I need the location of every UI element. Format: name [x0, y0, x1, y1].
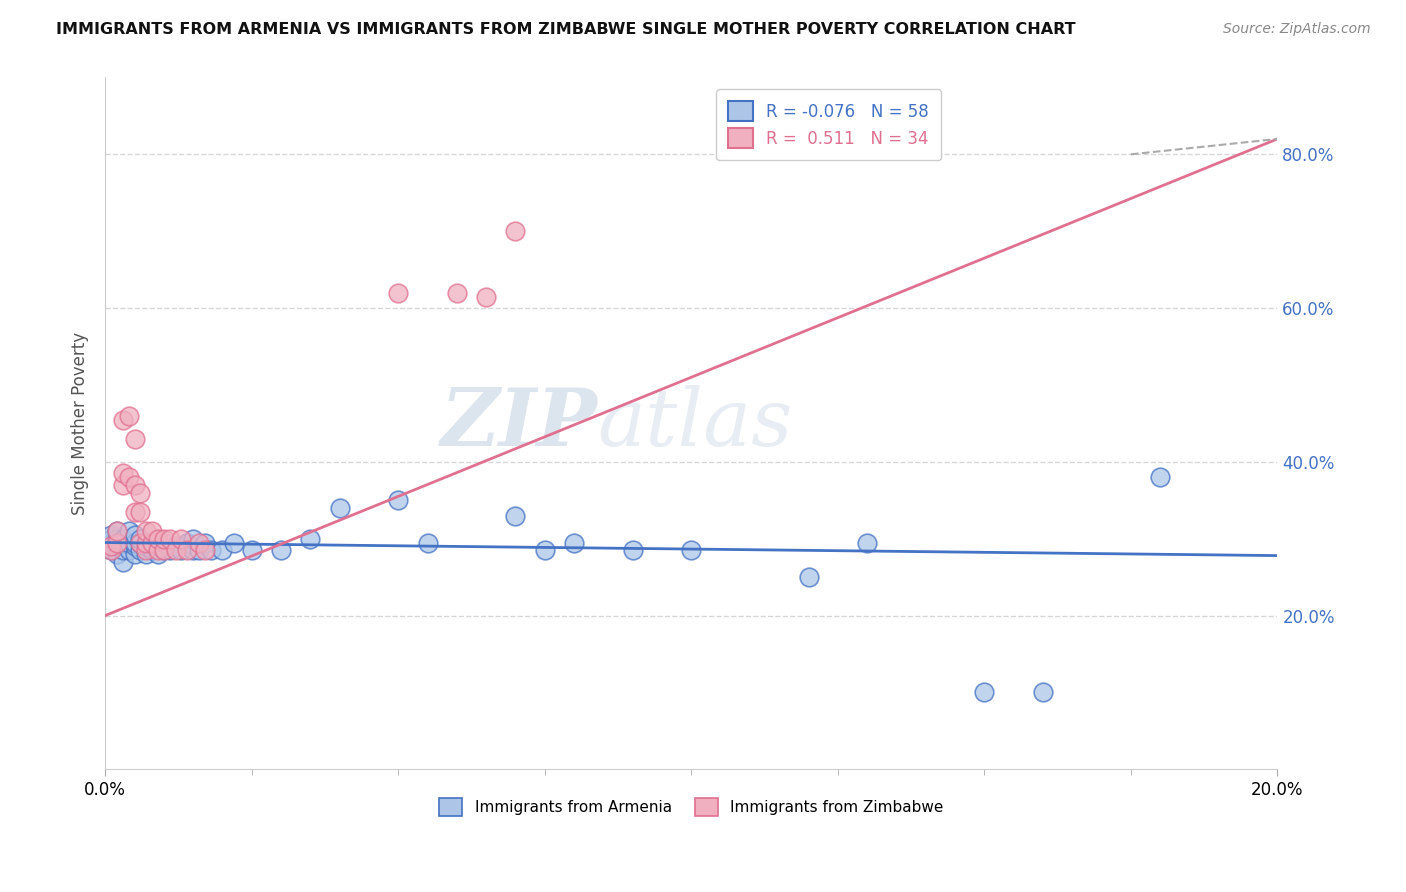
Point	[621, 543, 644, 558]
Point	[188, 535, 211, 549]
Point	[176, 535, 198, 549]
Point	[129, 532, 152, 546]
Point	[105, 547, 128, 561]
Point	[100, 532, 122, 546]
Point	[129, 535, 152, 549]
Point	[105, 532, 128, 546]
Point	[141, 535, 163, 549]
Point	[146, 532, 169, 546]
Point	[124, 528, 146, 542]
Point	[170, 532, 193, 546]
Point	[973, 685, 995, 699]
Point	[124, 432, 146, 446]
Text: IMMIGRANTS FROM ARMENIA VS IMMIGRANTS FROM ZIMBABWE SINGLE MOTHER POVERTY CORREL: IMMIGRANTS FROM ARMENIA VS IMMIGRANTS FR…	[56, 22, 1076, 37]
Point	[1032, 685, 1054, 699]
Point	[562, 535, 585, 549]
Text: ZIP: ZIP	[440, 384, 598, 462]
Point	[135, 524, 157, 538]
Point	[124, 478, 146, 492]
Point	[111, 543, 134, 558]
Point	[105, 540, 128, 554]
Point	[100, 543, 122, 558]
Point	[105, 524, 128, 538]
Point	[475, 289, 498, 303]
Point	[105, 535, 128, 549]
Point	[856, 535, 879, 549]
Point	[194, 543, 217, 558]
Point	[118, 409, 141, 423]
Point	[1149, 470, 1171, 484]
Point	[100, 528, 122, 542]
Point	[141, 524, 163, 538]
Point	[111, 467, 134, 481]
Point	[105, 535, 128, 549]
Point	[387, 285, 409, 300]
Point	[681, 543, 703, 558]
Point	[124, 547, 146, 561]
Point	[100, 543, 122, 558]
Point	[118, 543, 141, 558]
Point	[111, 412, 134, 426]
Point	[100, 535, 122, 549]
Point	[533, 543, 555, 558]
Text: atlas: atlas	[598, 384, 793, 462]
Point	[153, 543, 176, 558]
Point	[146, 547, 169, 561]
Point	[505, 508, 527, 523]
Point	[416, 535, 439, 549]
Point	[159, 532, 181, 546]
Point	[387, 493, 409, 508]
Point	[124, 540, 146, 554]
Point	[505, 224, 527, 238]
Point	[159, 543, 181, 558]
Point	[111, 535, 134, 549]
Point	[118, 470, 141, 484]
Point	[118, 535, 141, 549]
Point	[329, 500, 352, 515]
Point	[129, 543, 152, 558]
Point	[135, 543, 157, 558]
Point	[124, 535, 146, 549]
Point	[135, 535, 157, 549]
Point	[135, 540, 157, 554]
Point	[153, 532, 176, 546]
Point	[240, 543, 263, 558]
Legend: Immigrants from Armenia, Immigrants from Zimbabwe: Immigrants from Armenia, Immigrants from…	[432, 790, 950, 824]
Point	[146, 543, 169, 558]
Point	[797, 570, 820, 584]
Point	[111, 555, 134, 569]
Point	[181, 532, 204, 546]
Point	[129, 535, 152, 549]
Y-axis label: Single Mother Poverty: Single Mother Poverty	[72, 332, 89, 515]
Point	[188, 543, 211, 558]
Point	[165, 540, 187, 554]
Point	[181, 543, 204, 558]
Point	[176, 543, 198, 558]
Point	[211, 543, 233, 558]
Point	[118, 524, 141, 538]
Point	[194, 535, 217, 549]
Point	[141, 543, 163, 558]
Point	[165, 543, 187, 558]
Text: Source: ZipAtlas.com: Source: ZipAtlas.com	[1223, 22, 1371, 37]
Point	[124, 505, 146, 519]
Point	[200, 543, 222, 558]
Point	[129, 485, 152, 500]
Point	[141, 535, 163, 549]
Point	[100, 540, 122, 554]
Point	[170, 543, 193, 558]
Point	[111, 478, 134, 492]
Point	[446, 285, 468, 300]
Point	[135, 547, 157, 561]
Point	[146, 540, 169, 554]
Point	[153, 543, 176, 558]
Point	[299, 532, 322, 546]
Point	[105, 524, 128, 538]
Point	[224, 535, 246, 549]
Point	[111, 532, 134, 546]
Point	[153, 535, 176, 549]
Point	[270, 543, 292, 558]
Point	[129, 505, 152, 519]
